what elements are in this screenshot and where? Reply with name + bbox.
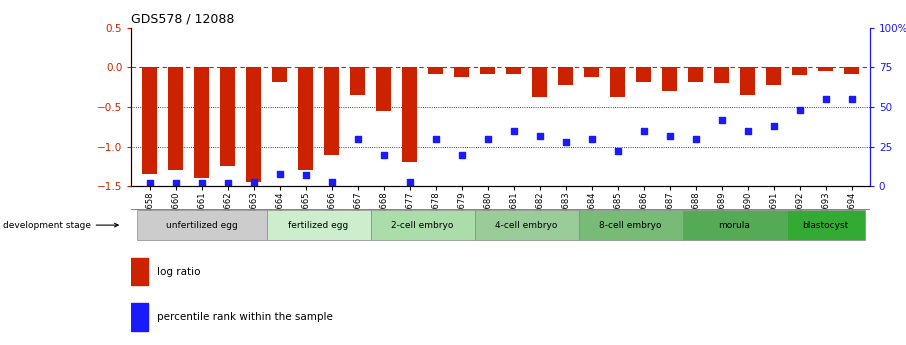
Point bbox=[454, 152, 468, 157]
Point bbox=[220, 180, 235, 186]
Text: fertilized egg: fertilized egg bbox=[288, 220, 349, 230]
Bar bbox=[818, 67, 834, 71]
Point bbox=[142, 180, 157, 186]
Bar bbox=[506, 67, 521, 73]
Text: development stage: development stage bbox=[3, 220, 118, 230]
Bar bbox=[682, 210, 786, 240]
Bar bbox=[454, 67, 469, 77]
Bar bbox=[579, 210, 682, 240]
Bar bbox=[532, 67, 547, 97]
Text: GDS578 / 12088: GDS578 / 12088 bbox=[131, 12, 235, 25]
Bar bbox=[272, 67, 287, 81]
Text: 8-cell embryo: 8-cell embryo bbox=[599, 220, 661, 230]
Point bbox=[793, 107, 807, 113]
Bar bbox=[475, 210, 579, 240]
Point bbox=[740, 128, 755, 134]
Point bbox=[506, 128, 521, 134]
Bar bbox=[740, 67, 756, 95]
Bar bbox=[558, 67, 573, 85]
Text: morula: morula bbox=[718, 220, 750, 230]
Text: blastocyst: blastocyst bbox=[803, 220, 849, 230]
Bar bbox=[220, 67, 236, 166]
Point bbox=[194, 180, 208, 186]
Point bbox=[246, 179, 261, 184]
Bar bbox=[298, 67, 313, 170]
Bar bbox=[661, 67, 678, 91]
Point bbox=[429, 136, 443, 141]
Bar bbox=[323, 67, 340, 155]
Point bbox=[480, 136, 495, 141]
Bar bbox=[131, 304, 148, 331]
Point bbox=[584, 136, 599, 141]
Bar bbox=[583, 67, 600, 77]
Point bbox=[636, 128, 651, 134]
Point bbox=[714, 117, 728, 122]
Bar bbox=[401, 67, 418, 162]
Bar bbox=[141, 67, 158, 174]
Bar bbox=[376, 67, 391, 111]
Point bbox=[662, 133, 677, 138]
Point bbox=[558, 139, 573, 145]
Point bbox=[689, 136, 703, 141]
Bar bbox=[266, 210, 371, 240]
Point bbox=[169, 180, 183, 186]
Bar bbox=[792, 67, 807, 75]
Point bbox=[611, 149, 625, 154]
Bar bbox=[610, 67, 625, 97]
Point bbox=[376, 152, 390, 157]
Bar bbox=[480, 67, 496, 73]
Bar bbox=[194, 67, 209, 178]
Bar bbox=[246, 67, 261, 182]
Bar bbox=[131, 258, 148, 285]
Bar bbox=[688, 67, 703, 81]
Text: 2-cell embryo: 2-cell embryo bbox=[391, 220, 454, 230]
Point bbox=[273, 171, 287, 176]
Point bbox=[402, 179, 417, 184]
Bar bbox=[137, 210, 266, 240]
Point bbox=[324, 179, 339, 184]
Bar bbox=[843, 67, 860, 73]
Bar bbox=[168, 67, 183, 170]
Bar bbox=[766, 67, 781, 85]
Bar bbox=[636, 67, 651, 81]
Point bbox=[351, 136, 365, 141]
Point bbox=[818, 96, 833, 102]
Bar bbox=[428, 67, 443, 73]
Text: unfertilized egg: unfertilized egg bbox=[166, 220, 237, 230]
Point bbox=[844, 96, 859, 102]
Bar bbox=[350, 67, 365, 95]
Point bbox=[298, 172, 313, 178]
Text: 4-cell embryo: 4-cell embryo bbox=[496, 220, 558, 230]
Point bbox=[533, 133, 547, 138]
Point bbox=[766, 123, 781, 129]
Text: percentile rank within the sample: percentile rank within the sample bbox=[158, 312, 333, 322]
Bar bbox=[371, 210, 475, 240]
Bar bbox=[714, 67, 729, 83]
Text: log ratio: log ratio bbox=[158, 267, 201, 277]
Bar bbox=[786, 210, 864, 240]
